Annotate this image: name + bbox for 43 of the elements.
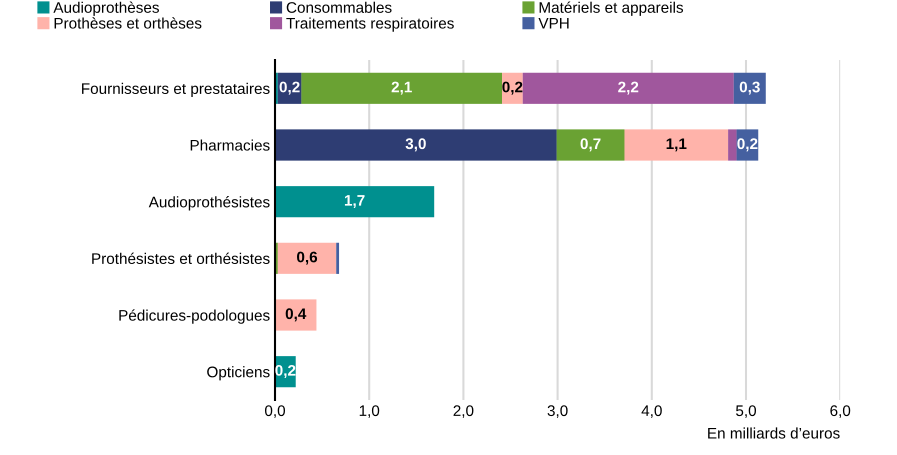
x-tick-label: 2,0 [454, 405, 474, 418]
data-label: 0,3 [740, 82, 760, 95]
legend-label: Consommables [286, 2, 392, 13]
bar [728, 129, 737, 161]
legend-label: Audioprothèses [53, 2, 159, 16]
bar [275, 129, 557, 161]
data-label: 0,2 [502, 82, 522, 95]
legend-label: VPH [538, 18, 569, 29]
y-tick-label: Pharmacies [190, 139, 270, 151]
y-tick-label: Opticiens [207, 366, 270, 380]
x-tick-label: 4,0 [642, 405, 662, 418]
y-tick-label: Prothésistes et orthésistes [92, 252, 270, 264]
data-label: 3,0 [406, 138, 426, 152]
x-tick-label: 5,0 [736, 405, 756, 418]
legend-label: Matériels et appareils [540, 2, 684, 16]
y-tick-label: Fournisseurs et prestataires [82, 82, 270, 98]
data-label: 0,4 [286, 308, 306, 322]
data-label: 0,7 [580, 138, 601, 152]
x-tick-label: 3,0 [548, 405, 568, 418]
x-tick-label: 0,0 [264, 405, 286, 418]
bar [278, 242, 336, 274]
bar [624, 129, 728, 161]
x-tick-label: 6,0 [830, 405, 850, 418]
data-label: 2,2 [618, 82, 638, 95]
bar [522, 72, 734, 104]
legend-label: Prothèses et orthèses [54, 17, 202, 29]
data-label: 1,7 [344, 195, 365, 208]
data-label: 2,1 [392, 82, 412, 95]
y-tick-label: Audioprothésistes [148, 196, 270, 210]
data-label: 1,1 [666, 138, 686, 152]
x-tick-label: 1,0 [360, 405, 380, 418]
data-label: 0,6 [297, 252, 318, 265]
bar [275, 186, 434, 218]
bar [336, 242, 340, 274]
bar [556, 129, 624, 161]
x-axis-title: En milliards d’euros [708, 427, 840, 439]
data-label: 0,2 [737, 138, 758, 152]
bar [301, 72, 502, 104]
data-label: 0,2 [280, 82, 300, 95]
bar [734, 72, 766, 104]
y-tick-label: Pédicures-podologues [119, 309, 270, 324]
legend-label: Traitements respiratoires [286, 17, 454, 32]
bar [275, 299, 316, 331]
